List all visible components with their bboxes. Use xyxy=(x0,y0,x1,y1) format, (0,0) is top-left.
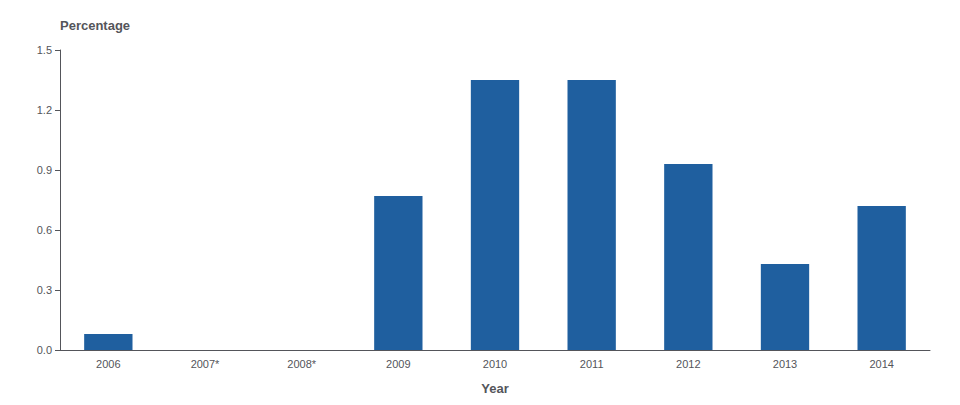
svg-text:1.2: 1.2 xyxy=(37,104,52,116)
svg-text:2012: 2012 xyxy=(676,358,700,370)
svg-text:1.5: 1.5 xyxy=(37,44,52,56)
svg-text:Year: Year xyxy=(481,381,508,396)
svg-text:2010: 2010 xyxy=(483,358,507,370)
svg-text:2009: 2009 xyxy=(386,358,410,370)
svg-text:2008*: 2008* xyxy=(287,358,316,370)
svg-text:2011: 2011 xyxy=(580,358,604,370)
svg-text:2006: 2006 xyxy=(96,358,120,370)
svg-text:2007*: 2007* xyxy=(191,358,220,370)
svg-text:2013: 2013 xyxy=(773,358,797,370)
svg-text:0.0: 0.0 xyxy=(37,344,52,356)
svg-text:0.9: 0.9 xyxy=(37,164,52,176)
svg-text:Percentage: Percentage xyxy=(60,18,130,33)
svg-text:0.6: 0.6 xyxy=(37,224,52,236)
svg-text:0.3: 0.3 xyxy=(37,284,52,296)
svg-text:2014: 2014 xyxy=(869,358,893,370)
